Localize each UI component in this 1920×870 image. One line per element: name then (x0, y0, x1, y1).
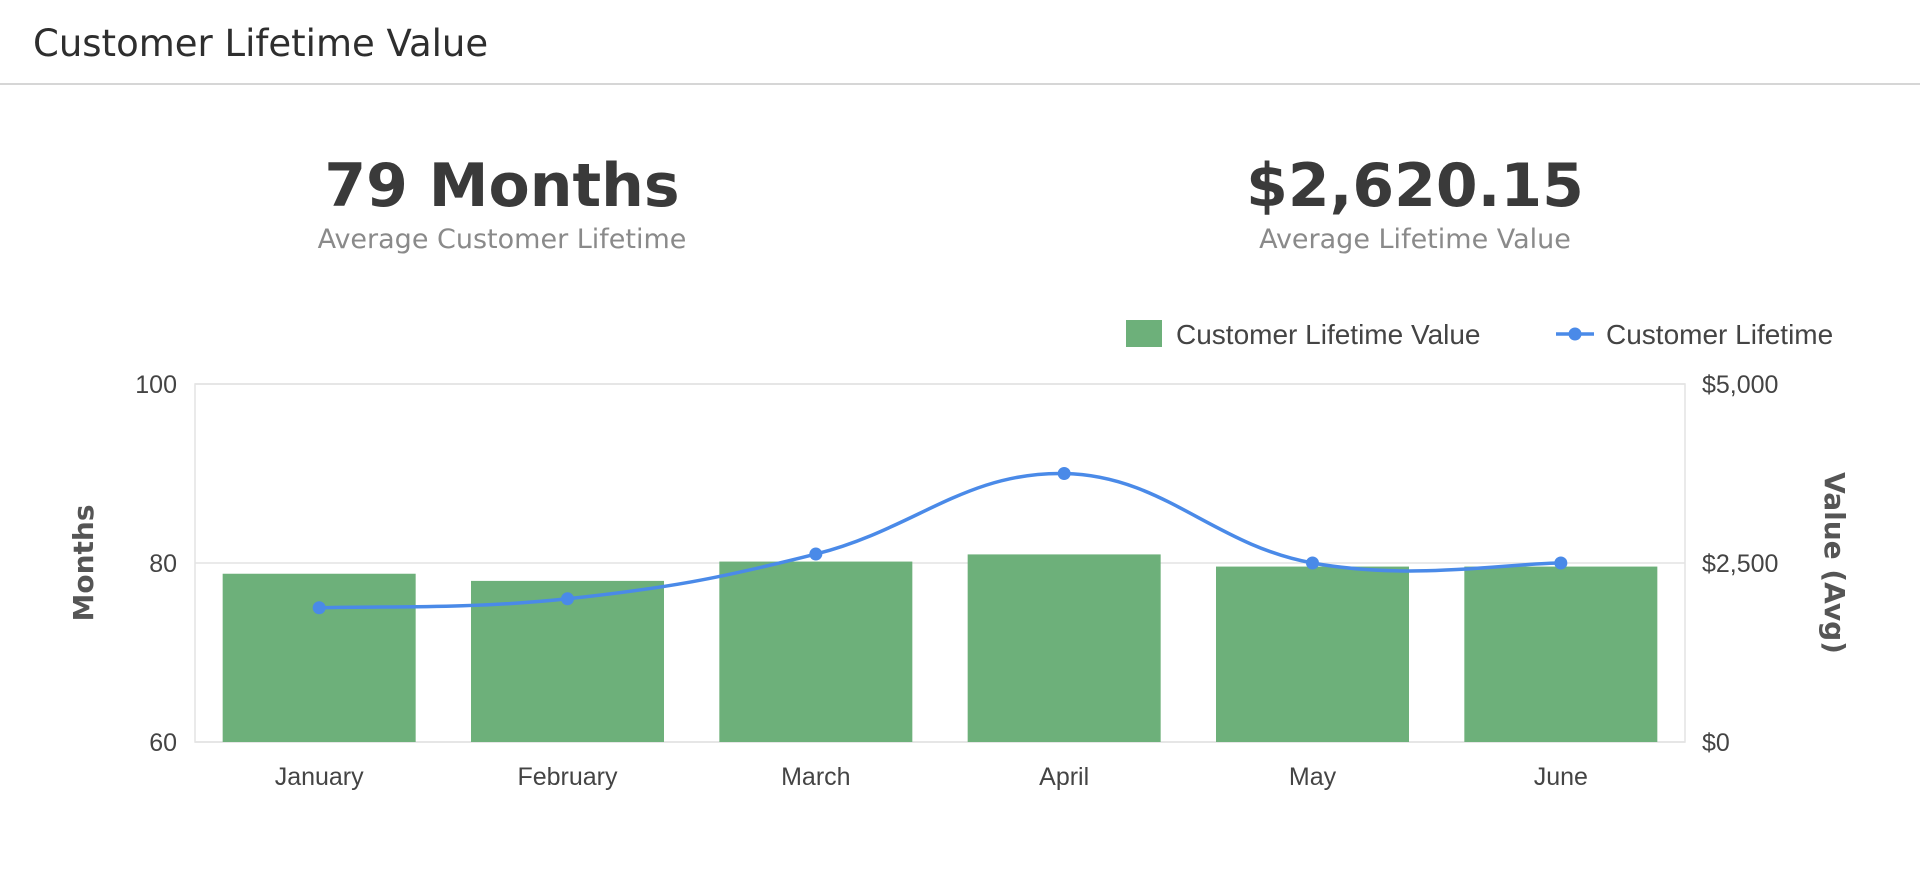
y-right-axis-title: Value (Avg) (1818, 472, 1851, 654)
x-tick-label: May (1289, 763, 1337, 791)
y-left-tick-label: 100 (135, 371, 177, 399)
legend-label[interactable]: Customer Lifetime (1606, 319, 1833, 350)
x-tick-label: January (275, 763, 364, 791)
point-may[interactable] (1306, 556, 1319, 570)
bar-series (222, 554, 1658, 742)
bar-march[interactable] (719, 561, 913, 742)
x-tick-label: June (1534, 763, 1588, 791)
point-january[interactable] (312, 601, 326, 615)
y-right-tick-label: $5,000 (1702, 371, 1778, 399)
combo-chart: January February March April May June 60 80 100 $… (67, 319, 1851, 791)
x-tick-label: March (781, 763, 850, 791)
kpi-average-customer-lifetime: 79 Months Average Customer Lifetime (192, 145, 812, 255)
bar-january[interactable] (222, 573, 416, 742)
widget-header: Customer Lifetime Value (0, 0, 1920, 85)
widget-title: Customer Lifetime Value (33, 22, 489, 65)
x-tick-label: April (1039, 763, 1089, 791)
x-tick-label: February (517, 763, 618, 791)
y-left-axis-title: Months (67, 504, 100, 621)
bar-february[interactable] (471, 580, 664, 742)
y-right-tick-label: $2,500 (1702, 550, 1778, 578)
bar-may[interactable] (1216, 566, 1409, 742)
point-june[interactable] (1554, 556, 1568, 570)
line-series (312, 467, 1568, 615)
kpi-label: Average Lifetime Value (1259, 224, 1571, 255)
y-left-tick-label: 80 (149, 550, 177, 578)
y-right-tick-label: $0 (1702, 729, 1730, 757)
chart-grid (194, 383, 1686, 743)
legend-swatch-point (1568, 327, 1582, 341)
line-customer-lifetime (319, 471, 1561, 610)
bar-june[interactable] (1464, 566, 1658, 742)
kpi-value: 79 Months (324, 151, 680, 221)
legend-label[interactable]: Customer Lifetime Value (1176, 319, 1481, 350)
bar-april[interactable] (967, 554, 1161, 742)
legend-swatch-bar (1126, 320, 1162, 347)
chart-axes: January February March April May June 60 80 100 $… (67, 371, 1851, 791)
kpi-average-lifetime-value: $2,620.15 Average Lifetime Value (1105, 145, 1725, 255)
kpi-label: Average Customer Lifetime (317, 224, 687, 255)
kpi-value: $2,620.15 (1246, 151, 1584, 221)
point-february[interactable] (561, 592, 574, 606)
point-march[interactable] (809, 547, 823, 561)
y-left-tick-label: 60 (149, 729, 177, 757)
point-april[interactable] (1057, 467, 1071, 480)
chart-legend: Customer Lifetime Value Customer Lifetime (1126, 319, 1833, 350)
